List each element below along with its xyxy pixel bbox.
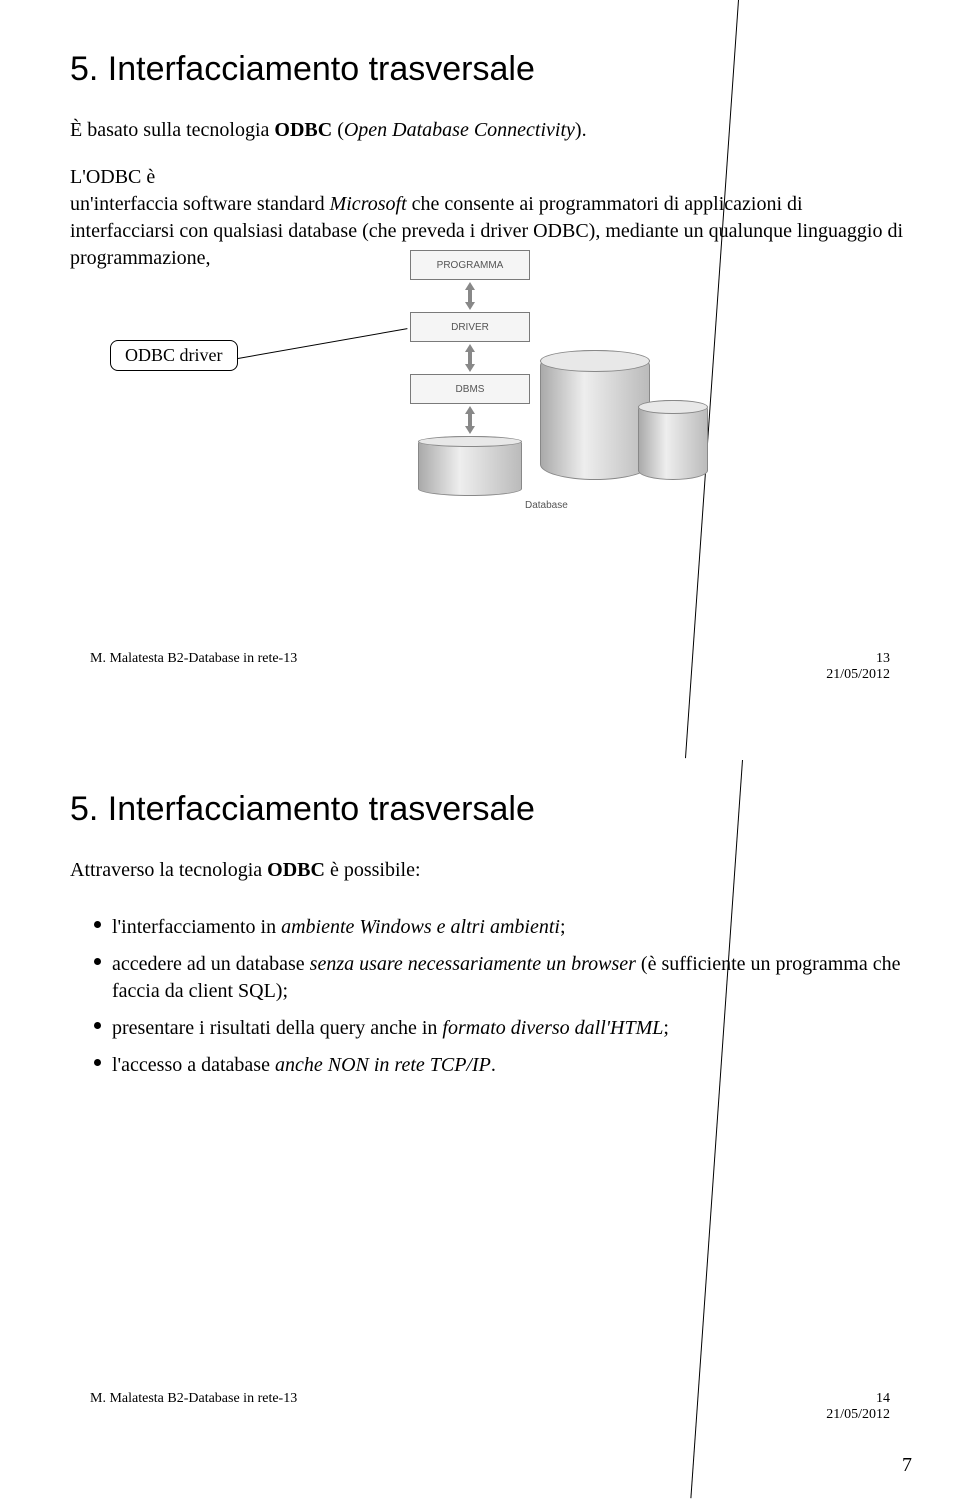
diagram-box-programma: PROGRAMMA	[410, 250, 530, 280]
b3i: anche NON in rete TCP/IP	[275, 1054, 491, 1076]
slide2-bullets: l'interfacciamento in ambiente Windows e…	[94, 914, 910, 1079]
page-number: 7	[902, 1454, 912, 1477]
para-p2b: Microsoft	[330, 193, 407, 215]
slide2-title: 5. Interfacciamento trasversale	[70, 790, 910, 829]
b2i: formato diverso dall'HTML	[442, 1017, 663, 1039]
b2a: presentare i risultati della query anche…	[112, 1017, 442, 1039]
intro-italic: Open Database Connectivity	[344, 119, 575, 141]
slide1-page: 13	[826, 651, 890, 666]
callout-pointer	[238, 328, 408, 359]
arrow-1	[463, 282, 477, 310]
slide2-footer: M. Malatesta B2-Database in rete-13 14 2…	[90, 1391, 890, 1422]
b3a: l'accesso a database	[112, 1054, 275, 1076]
b2z: ;	[663, 1017, 669, 1039]
slide2-page: 14	[826, 1391, 890, 1406]
diagram-box-dbms: DBMS	[410, 374, 530, 404]
db-label: Database	[525, 500, 568, 511]
slide2-author: M. Malatesta B2-Database in rete-13	[90, 1391, 297, 1407]
b3z: .	[491, 1054, 496, 1076]
cylinder-big	[540, 350, 650, 480]
slide2-date: 21/05/2012	[826, 1407, 890, 1422]
slide-1: 5. Interfacciamento trasversale È basato…	[50, 20, 930, 700]
lead-b: ODBC	[267, 859, 325, 881]
bullet-1: accedere ad un database senza usare nece…	[94, 951, 910, 1005]
para-p2a: un'interfaccia software standard	[70, 193, 330, 215]
arrow-2	[463, 344, 477, 372]
b0a: l'interfacciamento in	[112, 916, 281, 938]
odbc-diagram: PROGRAMMA DRIVER DBMS Database	[390, 250, 730, 570]
bullet-2: presentare i risultati della query anche…	[94, 1015, 910, 1042]
arrow-3	[463, 406, 477, 434]
diagram-box-driver: DRIVER	[410, 312, 530, 342]
cylinder-base	[418, 436, 522, 496]
slide1-intro: È basato sulla tecnologia ODBC (Open Dat…	[70, 117, 910, 144]
b1i: senza usare necessariamente un browser	[310, 953, 636, 975]
slide2-lead: Attraverso la tecnologia ODBC è possibil…	[70, 857, 910, 884]
b1a: accedere ad un database	[112, 953, 310, 975]
cylinder-small	[638, 400, 708, 480]
para-p1: L'ODBC è	[70, 166, 155, 188]
intro-paren-open: (	[332, 119, 344, 141]
slide1-title: 5. Interfacciamento trasversale	[70, 50, 910, 89]
intro-paren-close: ).	[575, 119, 587, 141]
lead-a: Attraverso la tecnologia	[70, 859, 267, 881]
slide-2: 5. Interfacciamento trasversale Attraver…	[50, 760, 930, 1440]
slide1-date: 21/05/2012	[826, 667, 890, 682]
lead-c: è possibile:	[325, 859, 421, 881]
intro-prefix: È basato sulla tecnologia	[70, 119, 274, 141]
slide1-author: M. Malatesta B2-Database in rete-13	[90, 651, 297, 667]
bullet-0: l'interfacciamento in ambiente Windows e…	[94, 914, 910, 941]
callout-text: ODBC driver	[125, 345, 223, 365]
slide1-footer: M. Malatesta B2-Database in rete-13 13 2…	[90, 651, 890, 682]
b0z: ;	[560, 916, 566, 938]
b0i: ambiente Windows e altri ambienti	[281, 916, 560, 938]
bullet-3: l'accesso a database anche NON in rete T…	[94, 1052, 910, 1079]
odbc-driver-callout: ODBC driver	[110, 340, 238, 371]
intro-strong: ODBC	[274, 119, 332, 141]
